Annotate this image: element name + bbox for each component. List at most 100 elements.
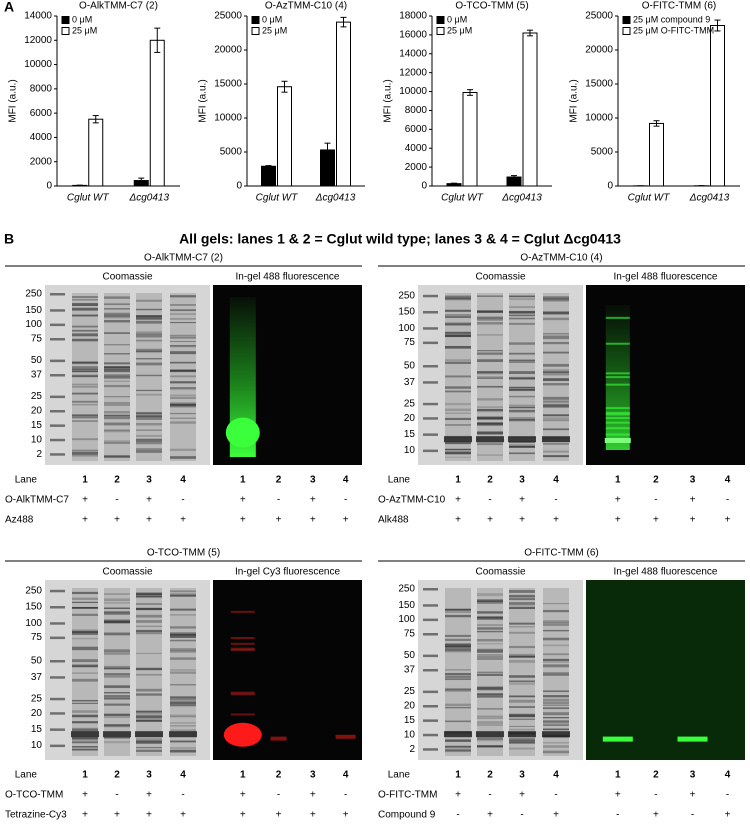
protein-band [477,643,503,645]
protein-band [104,369,130,373]
ladder-band [50,676,65,679]
y-tick-label: 0 [236,181,242,192]
protein-band [170,381,196,384]
y-tick-label: 10000 [399,86,427,97]
lane-number: 2 [653,475,659,486]
protein-band [543,299,569,301]
fluor-band [230,693,255,696]
protein-band [509,297,535,301]
protein-band [170,345,196,347]
protein-band [72,728,98,732]
treatment-sign: + [553,515,559,526]
protein-band [136,715,162,719]
lane-number: 1 [455,475,461,486]
protein-band [543,728,569,731]
lane-header: Lane [15,770,38,781]
protein-band [477,352,503,355]
protein-band [543,372,569,375]
protein-band [136,315,162,317]
legend-swatch [251,27,260,35]
protein-band [543,455,569,458]
protein-band [136,331,162,333]
fluor-band [605,421,630,424]
bar [261,165,276,187]
protein-band [445,614,471,618]
protein-band [72,702,98,704]
protein-band [170,725,196,727]
gel-title: O-AlkTMM-C7 (2) [144,253,223,264]
protein-band [509,594,535,597]
lane-number: 3 [690,475,696,486]
protein-band [509,406,535,409]
protein-band [104,411,130,414]
lane-number: 1 [82,770,88,781]
marker-label: 2 [36,449,42,460]
protein-band [104,649,130,652]
lane-number: 3 [310,770,316,781]
protein-band [104,691,130,694]
protein-band [170,696,196,699]
protein-band [136,339,162,342]
treatment-sign: + [240,495,246,506]
protein-band [445,634,471,637]
treatment-sign: - [277,790,280,801]
ladder-band [50,309,65,312]
treatment-sign: + [114,515,120,526]
ladder-band [423,618,438,622]
protein-band [508,731,536,738]
protein-band [477,717,503,719]
protein-band [136,332,162,336]
protein-band [445,643,471,645]
marker-label: 20 [404,413,416,424]
protein-band [445,745,471,748]
bar [277,86,292,187]
fluor-band [605,342,630,345]
protein-band [444,731,472,738]
protein-band [72,678,98,682]
protein-band [136,412,162,415]
protein-band [104,713,130,716]
protein-band [509,590,535,593]
marker-label: 150 [398,600,415,611]
protein-band [170,701,196,704]
protein-band [104,441,130,444]
x-tick-label: Δcg0413 [128,193,169,204]
treatment-sign: + [343,515,349,526]
protein-band [72,665,98,667]
marker-label: 10 [404,445,416,456]
protein-band [477,442,503,445]
protein-band [104,317,130,319]
protein-band [104,380,130,383]
marker-label: 15 [31,724,43,735]
treatment-label: O-FITC-TMM [378,790,437,801]
y-tick-label: 25000 [214,11,242,22]
protein-band [136,620,162,622]
protein-band [477,334,503,336]
protein-band [136,710,162,712]
protein-band [445,310,471,312]
protein-band [104,621,130,624]
protein-band [104,366,130,370]
protein-band [543,717,569,719]
protein-band [170,702,196,705]
treatment-sign: + [615,495,621,506]
marker-label: 25 [404,398,416,409]
protein-band [445,707,471,709]
protein-band [445,408,471,412]
protein-band [104,674,130,678]
protein-band [104,724,130,727]
protein-band [477,443,503,446]
marker-label: 20 [404,701,416,712]
ladder-band [50,438,65,442]
protein-band [170,412,196,415]
protein-band [104,320,130,323]
protein-band [170,309,196,311]
protein-band [543,336,569,340]
treatment-sign: + [82,515,88,526]
protein-band [509,631,535,634]
y-tick-label: 5000 [220,147,243,158]
protein-band [509,699,535,703]
treatment-sign: + [690,495,696,506]
protein-band [72,325,98,328]
